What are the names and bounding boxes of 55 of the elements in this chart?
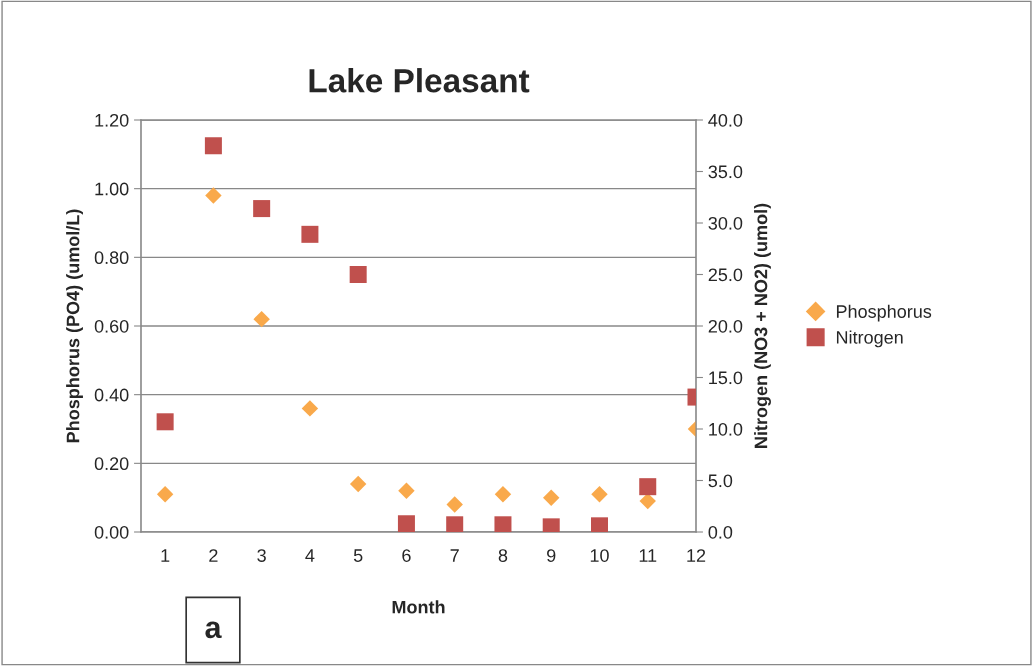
point xyxy=(204,137,222,155)
x-tick-label: 3 xyxy=(257,549,266,562)
point xyxy=(349,475,367,493)
y-tick-label: 0.80 xyxy=(94,251,129,265)
point xyxy=(494,516,512,532)
point xyxy=(301,400,319,417)
legend-label: Phosphorus xyxy=(836,304,932,322)
y-tick-label: 0.00 xyxy=(94,525,129,539)
y-tick-label: 1.20 xyxy=(95,113,129,127)
x-tick-label: 6 xyxy=(402,549,411,562)
y2-axis-title: Nitrogen (NO3 + NO2) (umol) xyxy=(754,203,771,448)
point xyxy=(591,486,608,503)
point xyxy=(156,413,174,431)
point xyxy=(253,310,270,328)
x-tick-label: 11 xyxy=(639,549,657,562)
point xyxy=(253,200,271,218)
y2-tick-label: 25.0 xyxy=(708,268,743,282)
point xyxy=(446,496,463,513)
y2-tick-label: 0.0 xyxy=(708,525,733,539)
x-tick-label: 7 xyxy=(450,549,459,562)
y-tick-label: 0.40 xyxy=(94,388,129,402)
point xyxy=(397,515,415,532)
y2-tick-label: 30.0 xyxy=(708,216,743,230)
point xyxy=(639,478,657,496)
point xyxy=(494,486,512,503)
y-tick-label: 0.60 xyxy=(94,319,129,333)
y2-tick-label: 15.0 xyxy=(709,371,743,385)
point xyxy=(446,516,464,532)
text: a xyxy=(205,621,222,639)
y2-tick-label: 20.0 xyxy=(708,319,743,333)
point xyxy=(301,225,319,243)
x-tick-label: 9 xyxy=(547,549,556,562)
y-tick-label: 0.20 xyxy=(94,457,129,471)
y2-tick-label: 10.0 xyxy=(709,422,743,436)
point xyxy=(590,517,608,532)
chart-title: Lake Pleasant xyxy=(309,68,530,93)
point xyxy=(205,187,222,204)
y-axis-title: Phosphorus (PO4) (umol/L) xyxy=(66,209,83,443)
x-tick-label: 5 xyxy=(353,549,363,562)
x-axis-title: Month xyxy=(392,600,445,614)
x-tick-label: 10 xyxy=(590,549,609,562)
point xyxy=(543,489,560,506)
x-tick-label: 8 xyxy=(498,549,508,562)
y2-tick-label: 40.0 xyxy=(708,113,743,127)
y2-tick-label: 35.0 xyxy=(708,165,743,179)
x-tick-label: 4 xyxy=(305,549,315,562)
x-tick-label: 2 xyxy=(209,549,218,562)
point xyxy=(398,482,415,500)
x-tick-label: 12 xyxy=(687,549,706,562)
legend-label: Nitrogen xyxy=(836,330,903,348)
y2-tick-label: 5.0 xyxy=(708,474,733,488)
y-tick-label: 1.00 xyxy=(95,182,129,196)
point xyxy=(349,265,367,284)
point xyxy=(156,486,174,503)
x-tick-label: 1 xyxy=(161,549,170,562)
